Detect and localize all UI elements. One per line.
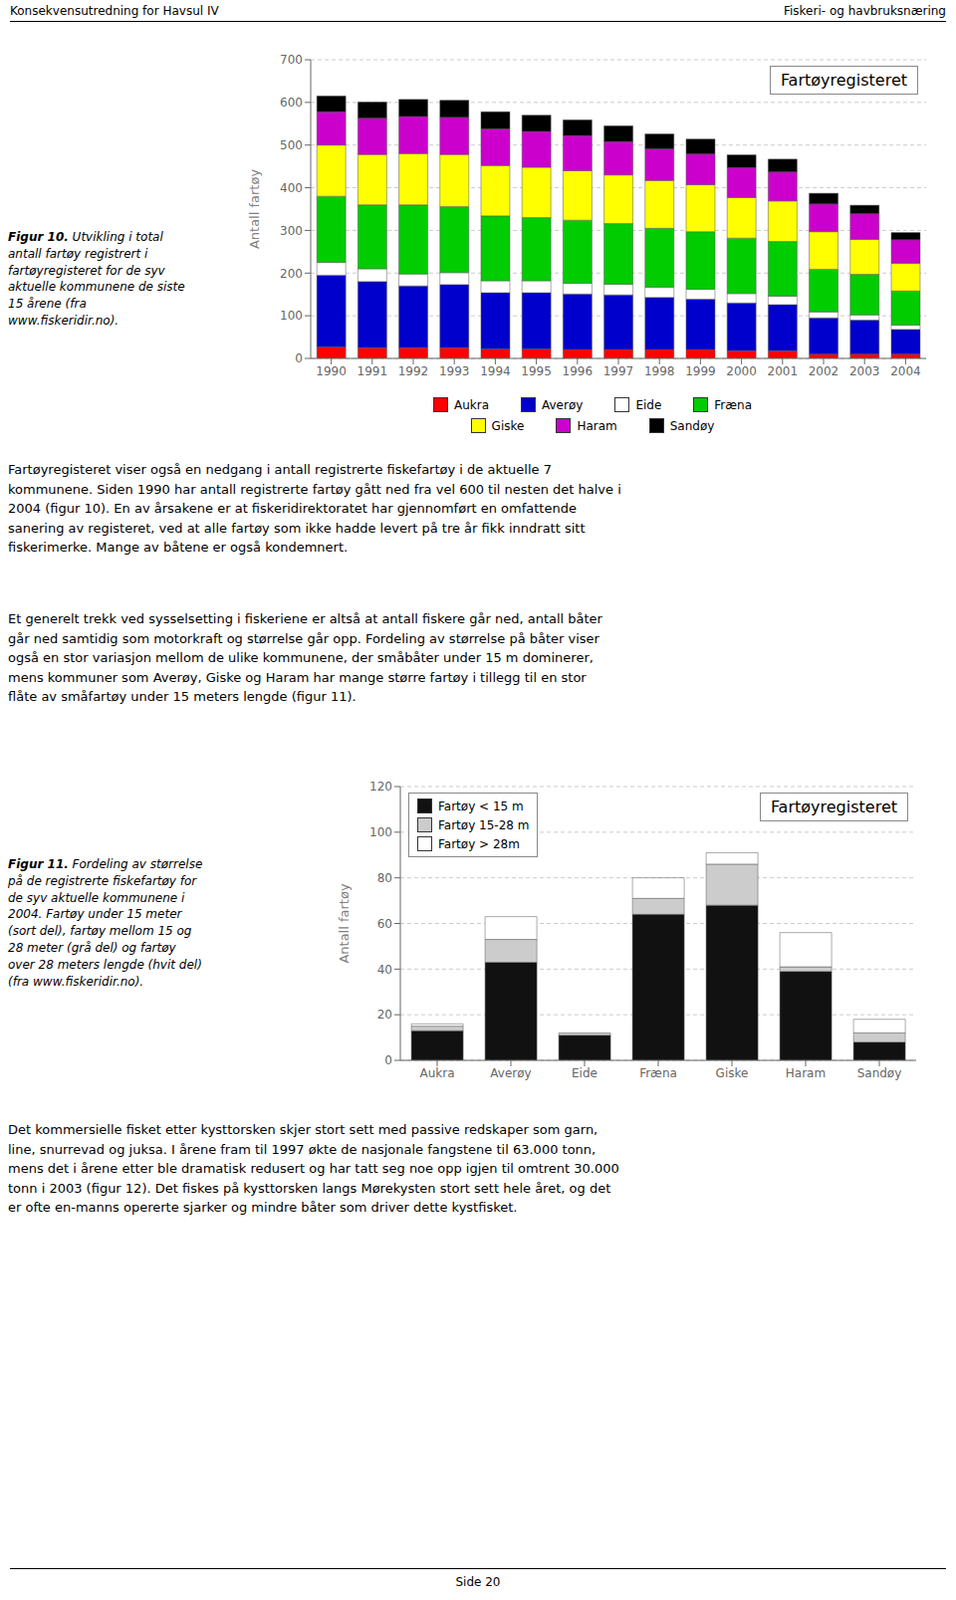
html-text:Fartøy < 15 m: Fartøy < 15 m: [438, 799, 524, 814]
html-text:Fartøy > 28m: Fartøy > 28m: [438, 836, 520, 851]
svg-text:Eide: Eide: [571, 1066, 598, 1081]
html-text:Aukra: Aukra: [454, 397, 489, 412]
html-text:Fartøyregisteret: Fartøyregisteret: [770, 797, 898, 817]
svg-text:120: 120: [369, 779, 393, 794]
svg-text:400: 400: [279, 181, 303, 196]
svg-text:60: 60: [377, 917, 393, 932]
html-text:Det kommersielle fisket etter: Det kommersielle fisket etter kysttorske…: [7, 1122, 620, 1215]
html-text:Side 20: Side 20: [455, 1575, 501, 1590]
html-text:Fræna: Fræna: [714, 397, 752, 412]
html-text:Haram: Haram: [576, 418, 618, 433]
html-text:Eide: Eide: [635, 397, 662, 412]
svg-text:Averøy: Averøy: [489, 1066, 531, 1081]
html-text:Averøy: Averøy: [541, 397, 583, 412]
svg-text:2004: 2004: [890, 364, 922, 379]
svg-text:1996: 1996: [562, 364, 594, 379]
svg-text:Haram: Haram: [785, 1066, 826, 1081]
html-text:Fiskeri- og havbruksnæring: Fiskeri- og havbruksnæring: [783, 3, 947, 18]
svg-text:Fræna: Fræna: [639, 1066, 678, 1081]
html-text:Fartøyregisteret: Fartøyregisteret: [780, 70, 908, 90]
html-text:Fartøy 15-28 m: Fartøy 15-28 m: [438, 818, 530, 833]
svg-text:600: 600: [279, 95, 303, 110]
svg-text:Giske: Giske: [716, 1066, 749, 1081]
svg-text:1990: 1990: [315, 364, 347, 379]
svg-text:Antall fartøy: Antall fartøy: [336, 883, 352, 963]
html-text:Et generelt trekk ved sysselse: Et generelt trekk ved sysselsetting i fi…: [7, 611, 603, 705]
svg-text:Antall fartøy: Antall fartøy: [246, 169, 262, 249]
svg-text:1994: 1994: [479, 364, 511, 379]
svg-text:100: 100: [279, 308, 303, 323]
svg-text:100: 100: [369, 825, 393, 840]
html-text:Sandøy: Sandøy: [669, 418, 715, 433]
svg-text:200: 200: [279, 266, 303, 281]
svg-text:40: 40: [377, 962, 393, 977]
html-text:Konsekvensutredning for Havsul: Konsekvensutredning for Havsul IV: [9, 3, 219, 18]
svg-text:1993: 1993: [439, 364, 471, 379]
svg-text:500: 500: [279, 138, 303, 153]
svg-text:2003: 2003: [849, 364, 881, 379]
svg-text:300: 300: [279, 224, 303, 239]
svg-text:1992: 1992: [398, 364, 430, 379]
html-text:Figur 10. Utvikling i total an: Figur 10. Utvikling i total antall fartø…: [7, 230, 185, 328]
html-text:Giske: Giske: [491, 418, 525, 433]
svg-text:700: 700: [279, 52, 303, 67]
svg-text:1995: 1995: [520, 364, 552, 379]
svg-text:1999: 1999: [685, 364, 717, 379]
svg-text:Sandøy: Sandøy: [857, 1066, 903, 1081]
svg-text:1991: 1991: [357, 364, 389, 379]
svg-text:20: 20: [377, 1007, 393, 1022]
html-text:Figur 11. Fordeling av størrel: Figur 11. Fordeling av størrelse på de r…: [7, 857, 203, 989]
svg-text:Aukra: Aukra: [419, 1066, 455, 1081]
svg-text:0: 0: [294, 351, 303, 366]
svg-text:1997: 1997: [603, 364, 635, 379]
svg-text:2000: 2000: [725, 364, 757, 379]
html-text:Fartøyregisteret viser også en: Fartøyregisteret viser også en nedgang i…: [7, 462, 622, 555]
svg-text:2002: 2002: [808, 364, 840, 379]
svg-text:1998: 1998: [644, 364, 676, 379]
svg-text:80: 80: [377, 871, 393, 886]
svg-text:2001: 2001: [767, 364, 799, 379]
svg-text:0: 0: [384, 1053, 393, 1068]
